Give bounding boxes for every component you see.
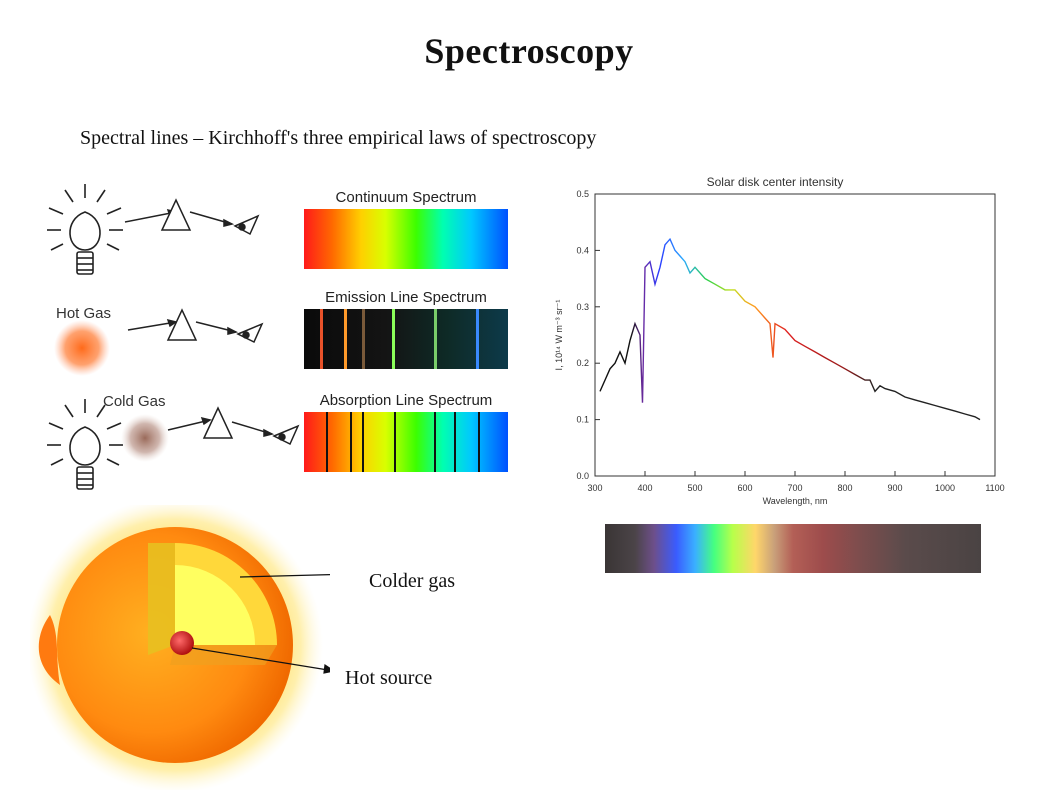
sun-inner-layer [175, 565, 255, 645]
intensity-series-line [599, 237, 981, 421]
hot-gas-glow [54, 320, 110, 376]
x-tick-label: 800 [837, 483, 852, 493]
x-tick-label: 900 [887, 483, 902, 493]
x-tick-label: 500 [687, 483, 702, 493]
plot-frame [594, 193, 996, 477]
emission-line [344, 309, 347, 369]
continuum-spectrum-label: Continuum Spectrum [335, 189, 477, 206]
emission-line [362, 309, 365, 369]
absorption-line [394, 412, 396, 472]
y-tick-label: 0.1 [576, 415, 589, 425]
light-bulb-icon [47, 399, 123, 490]
prism-icon [202, 406, 234, 439]
solar-prominence [38, 615, 60, 685]
prism-icon [166, 308, 198, 341]
hot-gas-label: Hot Gas [56, 305, 112, 322]
absorption-line-spectrum [304, 412, 508, 472]
y-tick-label: 0.3 [576, 302, 589, 312]
light-bulb-icon [47, 184, 123, 275]
solar-spectrum-strip [605, 524, 981, 573]
sun-core [170, 631, 194, 655]
eye-icon [272, 424, 300, 446]
sun-cutaway-diagram [30, 505, 330, 790]
x-axis-label: Wavelength, nm [763, 496, 828, 506]
y-tick-label: 0.2 [576, 358, 589, 368]
x-tick-label: 1000 [935, 483, 955, 493]
x-tick-label: 400 [637, 483, 652, 493]
emission-line [434, 309, 437, 369]
kirchhoff-sources-diagram [47, 184, 300, 490]
absorption-spectrum-label: Absorption Line Spectrum [319, 392, 493, 409]
emission-line [476, 309, 479, 369]
page-subtitle: Spectral lines – Kirchhoff's three empir… [80, 127, 597, 149]
absorption-line [350, 412, 352, 472]
prism-icon [160, 198, 192, 231]
colder-gas-label: Colder gas [369, 570, 456, 592]
absorption-line [454, 412, 456, 472]
absorption-line [326, 412, 328, 472]
y-tick-label: 0.5 [576, 189, 589, 199]
absorption-line [478, 412, 480, 472]
absorption-line [362, 412, 364, 472]
emission-line-spectrum [304, 309, 508, 369]
emission-line [392, 309, 395, 369]
hot-source-label: Hot source [345, 667, 433, 689]
absorption-line [434, 412, 436, 472]
x-tick-label: 600 [737, 483, 752, 493]
solar-intensity-chart: Solar disk center intensity 300 400 500 600… [554, 175, 1005, 506]
x-tick-label: 700 [787, 483, 802, 493]
continuum-spectrum [304, 209, 508, 269]
page-title: Spectroscopy [424, 31, 634, 71]
y-tick-label: 0.0 [576, 471, 589, 481]
eye-icon [236, 322, 264, 344]
cold-gas-label: Cold Gas [103, 393, 166, 410]
emission-line [320, 309, 323, 369]
emission-spectrum-label: Emission Line Spectrum [325, 289, 487, 306]
y-axis-label: I, 10¹⁴ W m⁻³ sr⁻¹ [554, 300, 564, 371]
x-tick-label: 300 [587, 483, 602, 493]
x-tick-label: 1100 [985, 483, 1004, 493]
cold-gas-glow [121, 414, 169, 462]
chart-title: Solar disk center intensity [707, 175, 844, 189]
y-tick-label: 0.4 [576, 245, 589, 255]
eye-icon [233, 214, 260, 236]
